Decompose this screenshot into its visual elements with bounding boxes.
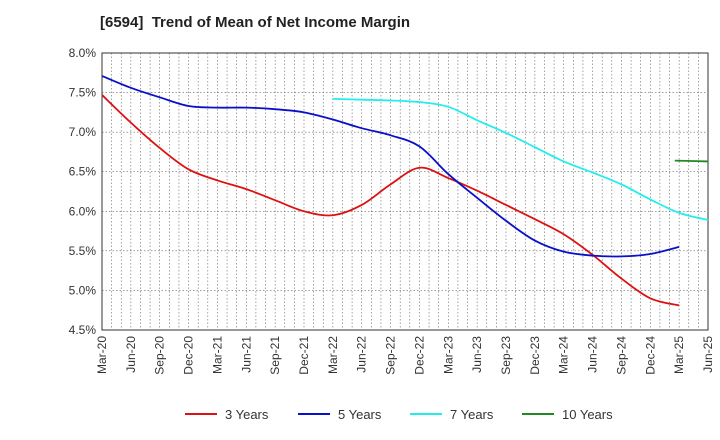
x-tick-label: Mar-21 bbox=[210, 336, 224, 374]
x-tick-label: Dec-22 bbox=[412, 336, 426, 375]
legend-label: 10 Years bbox=[562, 407, 613, 422]
legend-label: 7 Years bbox=[450, 407, 494, 422]
series-line-5-years bbox=[101, 75, 680, 258]
y-tick-label: 6.5% bbox=[69, 165, 97, 179]
legend-item-5-years: 5 Years bbox=[298, 407, 382, 422]
y-tick-label: 4.5% bbox=[69, 323, 97, 337]
x-tick-label: Dec-23 bbox=[528, 336, 542, 375]
x-tick-label: Dec-21 bbox=[297, 336, 311, 375]
x-tick-label: Sep-21 bbox=[268, 336, 282, 375]
series-line-7-years bbox=[332, 98, 709, 221]
plot-area bbox=[102, 53, 708, 330]
legend-item-3-years: 3 Years bbox=[185, 407, 269, 422]
y-tick-label: 5.0% bbox=[69, 283, 97, 297]
y-tick-label: 6.0% bbox=[69, 204, 97, 218]
y-tick-label: 5.5% bbox=[69, 244, 97, 258]
series-line-10-years bbox=[674, 159, 709, 163]
x-tick-label: Mar-24 bbox=[557, 336, 571, 374]
x-tick-label: Jun-25 bbox=[701, 336, 715, 373]
x-tick-label: Mar-20 bbox=[95, 336, 109, 374]
legend-label: 3 Years bbox=[225, 407, 269, 422]
x-tick-label: Dec-24 bbox=[643, 336, 657, 375]
plot-frame bbox=[101, 52, 709, 331]
x-tick-label: Sep-22 bbox=[384, 336, 398, 375]
legend-item-7-years: 7 Years bbox=[410, 407, 494, 422]
x-tick-label: Mar-25 bbox=[672, 336, 686, 374]
chart-title: [6594] Trend of Mean of Net Income Margi… bbox=[100, 14, 411, 31]
y-tick-label: 7.5% bbox=[69, 86, 97, 100]
x-tick-label: Jun-23 bbox=[470, 336, 484, 373]
x-tick-label: Dec-20 bbox=[182, 336, 196, 375]
x-tick-label: Sep-23 bbox=[499, 336, 513, 375]
legend-label: 5 Years bbox=[338, 407, 382, 422]
y-tick-label: 7.0% bbox=[69, 125, 97, 139]
x-tick-label: Jun-20 bbox=[124, 336, 138, 373]
x-tick-label: Sep-20 bbox=[153, 336, 167, 375]
y-tick-label: 8.0% bbox=[69, 46, 97, 60]
x-tick-label: Mar-22 bbox=[326, 336, 340, 374]
x-tick-label: Jun-24 bbox=[586, 336, 600, 373]
x-tick-label: Sep-24 bbox=[614, 336, 628, 375]
x-tick-label: Jun-22 bbox=[355, 336, 369, 373]
x-tick-label: Jun-21 bbox=[239, 336, 253, 373]
legend-item-10-years: 10 Years bbox=[522, 407, 613, 422]
series-line-3-years bbox=[101, 94, 680, 307]
x-tick-label: Mar-23 bbox=[441, 336, 455, 374]
